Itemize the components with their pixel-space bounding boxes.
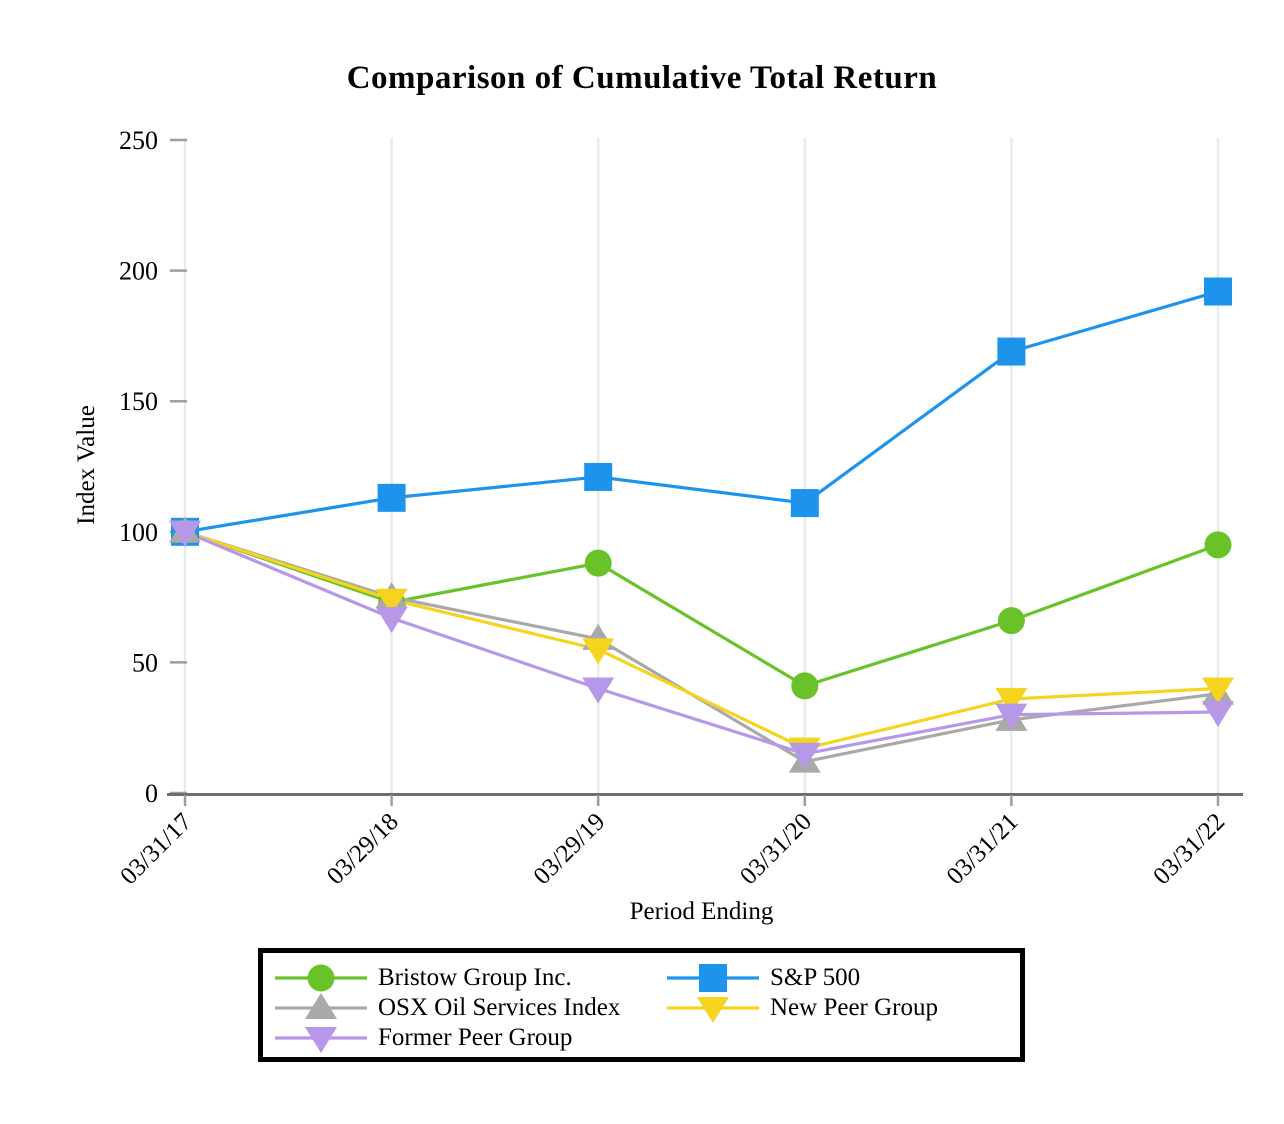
legend-item-bristow-group-inc: Bristow Group Inc. <box>275 963 667 993</box>
legend-label: Bristow Group Inc. <box>378 964 572 991</box>
triangle-down-marker-icon <box>667 997 759 1023</box>
data-point-marker-s-p-500 <box>997 337 1026 366</box>
legend-item-s-p-500: S&P 500 <box>667 963 1020 993</box>
x-tick-label: 03/29/18 <box>322 808 404 890</box>
data-point-marker-former-peer-group <box>1202 701 1234 728</box>
legend-label: Former Peer Group <box>378 1024 573 1051</box>
triangle-down-marker-icon <box>275 1027 367 1053</box>
legend-marker-former-peer-group <box>305 1027 337 1053</box>
y-tick-label: 50 <box>132 648 158 677</box>
legend-label: S&P 500 <box>770 964 861 991</box>
circle-marker-icon <box>275 964 367 992</box>
series-line-former-peer-group <box>183 530 1220 756</box>
data-point-marker-s-p-500 <box>584 462 613 491</box>
data-point-marker-new-peer-group <box>995 687 1028 714</box>
series-line-osx-oil-services-index <box>183 530 1220 764</box>
legend: Bristow Group Inc. OSX Oil Services Index… <box>258 948 1025 1062</box>
data-point-marker-bristow-group-inc <box>1204 531 1232 559</box>
data-point-marker-former-peer-group <box>169 520 201 547</box>
x-axis-title: Period Ending <box>629 898 774 925</box>
legend-marker-osx-oil-services-index <box>305 993 337 1019</box>
legend-item-osx-oil-services-index: OSX Oil Services Index <box>275 993 667 1023</box>
data-point-marker-bristow-group-inc <box>997 607 1025 635</box>
triangle-up-marker-icon <box>275 993 367 1019</box>
legend-marker-s-p-500 <box>699 964 727 992</box>
series-line-s-p-500 <box>183 289 1220 534</box>
square-marker-icon <box>667 964 759 992</box>
chart-title: Comparison of Cumulative Total Return <box>346 60 938 96</box>
data-point-marker-s-p-500 <box>790 489 819 518</box>
legend-label: OSX Oil Services Index <box>378 994 621 1021</box>
y-tick-label: 250 <box>119 126 158 155</box>
x-tick-label: 03/31/17 <box>115 808 197 890</box>
data-point-marker-former-peer-group <box>375 606 408 633</box>
y-tick-label: 100 <box>119 518 158 547</box>
series-line-new-peer-group <box>183 530 1220 751</box>
y-tick-label: 150 <box>119 387 158 416</box>
data-point-marker-s-p-500 <box>1204 277 1232 306</box>
data-point-marker-new-peer-group <box>375 588 408 615</box>
data-point-marker-former-peer-group <box>995 703 1028 730</box>
legend-item-new-peer-group: New Peer Group <box>667 993 1020 1023</box>
legend-label: New Peer Group <box>770 994 939 1021</box>
x-tick-label: 03/31/20 <box>735 808 817 890</box>
data-point-marker-new-peer-group <box>1202 677 1234 704</box>
data-point-marker-former-peer-group <box>582 677 615 704</box>
series-line-bristow-group-inc <box>183 530 1220 688</box>
data-point-marker-bristow-group-inc <box>791 672 819 700</box>
x-tick-label: 03/31/22 <box>1148 808 1230 890</box>
x-tick-label: 03/31/21 <box>942 808 1024 890</box>
data-point-marker-bristow-group-inc <box>584 549 612 577</box>
x-tick-label: 03/29/19 <box>528 808 610 890</box>
legend-marker-new-peer-group <box>697 997 729 1023</box>
legend-marker-bristow-group-inc <box>307 964 335 992</box>
y-tick-label: 200 <box>119 257 158 286</box>
data-point-marker-new-peer-group <box>582 638 615 665</box>
y-tick-label: 0 <box>145 779 158 808</box>
legend-item-former-peer-group: Former Peer Group <box>275 1023 667 1053</box>
data-point-marker-former-peer-group <box>788 742 821 769</box>
data-point-marker-s-p-500 <box>377 483 406 512</box>
